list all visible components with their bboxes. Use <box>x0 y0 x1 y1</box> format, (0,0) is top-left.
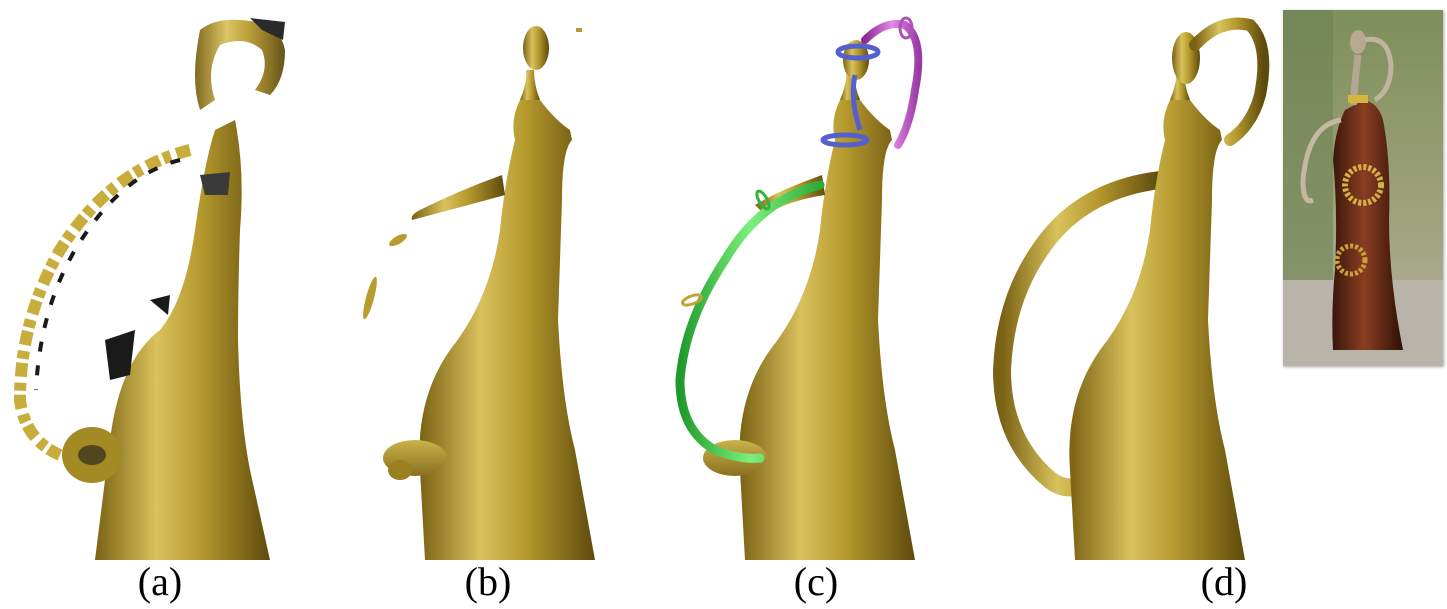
handle-curve-green <box>675 180 825 463</box>
caption-b: (b) <box>464 559 512 604</box>
blue-ring-mid <box>850 74 863 131</box>
caption-c: (c) <box>793 559 839 604</box>
panel-a <box>0 0 300 560</box>
scan-fragmented-model <box>13 18 285 560</box>
handle-curve-purple <box>861 20 923 149</box>
panel-d <box>990 0 1280 560</box>
statue-photo <box>1283 10 1443 366</box>
blue-ring-bottom <box>820 132 870 148</box>
panel-b <box>340 0 640 560</box>
model-without-handle <box>363 26 595 560</box>
completed-model <box>992 17 1270 560</box>
panel-c <box>660 0 960 560</box>
model-with-handle-curves <box>675 16 923 560</box>
caption-d: (d) <box>1200 559 1248 604</box>
reference-photo <box>1283 10 1443 366</box>
caption-a: (a) <box>137 559 183 604</box>
blue-ring-top <box>835 43 881 61</box>
